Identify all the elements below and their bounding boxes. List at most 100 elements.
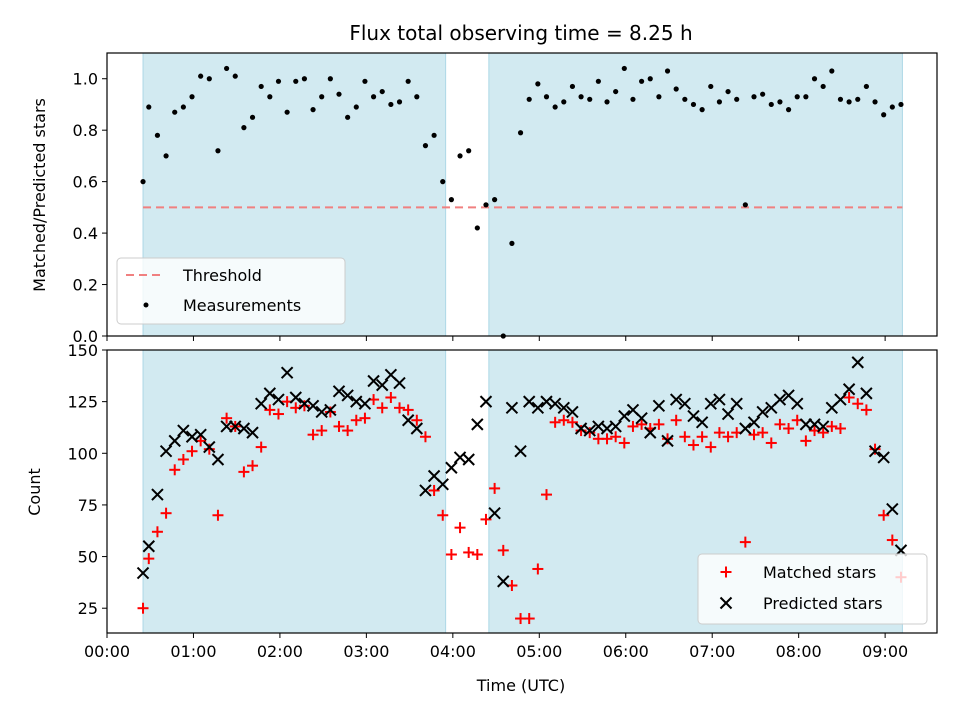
count-y-tick-label-3: 100 <box>67 444 98 463</box>
predicted-point-26 <box>358 397 372 410</box>
measurement-point-33 <box>422 143 429 149</box>
matched-point-87 <box>886 534 898 546</box>
matched-point-22 <box>324 406 336 418</box>
measurement-point-28 <box>379 88 385 95</box>
predicted-point-49 <box>557 401 570 415</box>
predicted-point-81 <box>834 393 847 406</box>
count-x-tick-label-4: 04:00 <box>430 642 476 661</box>
ratio-y-tick-label-1: 0.2 <box>73 276 98 295</box>
measurement-point-84 <box>863 83 869 90</box>
predicted-point-30-b <box>393 376 406 390</box>
measurement-point-14 <box>258 83 264 90</box>
measurement-point-23 <box>336 91 342 97</box>
predicted-point-43 <box>505 401 519 415</box>
predicted-point-1 <box>142 540 155 553</box>
legend-matched-marker <box>720 566 732 578</box>
measurement-point-3 <box>163 153 169 159</box>
measurement-point-68 <box>725 88 731 95</box>
measurement-point-44 <box>517 130 524 136</box>
matched-point-71 <box>748 429 760 441</box>
ratio-y-tick-label-3: 0.6 <box>73 173 98 192</box>
matched-point-42 <box>497 544 509 556</box>
matched-point-62 <box>670 414 682 426</box>
count-y-ticks: 25 50 75 100 125 150 <box>67 341 107 618</box>
measurement-point-55 <box>613 88 619 95</box>
measurement-point-85 <box>872 99 878 105</box>
matched-point-82 <box>843 392 855 404</box>
matched-point-75 <box>783 422 795 434</box>
measurement-point-35 <box>440 179 446 185</box>
predicted-point-38 <box>462 453 475 466</box>
measurement-point-29 <box>388 101 394 108</box>
count-x-tick-label-7: 07:00 <box>689 642 735 661</box>
measurement-point-27 <box>370 94 377 100</box>
measurement-point-25 <box>353 104 359 110</box>
predicted-point-40-b <box>479 395 493 408</box>
ratio-shaded-interval-2 <box>488 52 903 337</box>
matched-point-15 <box>264 404 276 416</box>
count-x-tick-label-0: 00:00 <box>84 642 130 661</box>
predicted-point-17 <box>280 366 294 379</box>
predicted-point-22 <box>324 403 337 417</box>
predicted-point-82-b <box>842 383 856 396</box>
predicted-point-1-b <box>142 540 155 553</box>
predicted-stars-series <box>136 356 908 588</box>
predicted-point-56-b <box>618 409 631 423</box>
predicted-point-56 <box>618 409 631 423</box>
matched-point-83 <box>852 398 864 410</box>
measurement-point-52 <box>587 96 593 102</box>
predicted-point-21-b <box>315 405 328 419</box>
legend-threshold-label: Threshold <box>182 266 262 285</box>
legend-predicted-marker <box>719 596 733 610</box>
matched-point-31 <box>402 404 414 416</box>
matched-point-85 <box>869 443 881 455</box>
predicted-point-18 <box>289 391 302 404</box>
count-legend-box <box>697 553 928 625</box>
x-axis-label: Time (UTC) <box>476 676 565 695</box>
predicted-point-62 <box>669 393 683 406</box>
predicted-point-8-b <box>203 440 216 454</box>
matched-point-74 <box>774 418 786 430</box>
measurement-point-2 <box>154 132 161 138</box>
measurement-point-45 <box>526 96 532 102</box>
predicted-point-54-b <box>600 422 614 435</box>
predicted-point-79-b <box>816 420 830 433</box>
measurement-point-0 <box>140 179 146 185</box>
predicted-point-28-b <box>376 378 389 392</box>
matched-point-77 <box>800 435 812 447</box>
predicted-point-68-b <box>721 407 735 421</box>
predicted-point-23 <box>332 385 346 398</box>
predicted-point-69-b <box>730 397 743 410</box>
measurement-point-10 <box>224 65 230 72</box>
predicted-point-64-b <box>687 409 700 423</box>
legend-measurements-swatch <box>143 302 149 308</box>
measurement-point-39 <box>474 225 480 231</box>
predicted-point-67 <box>713 393 726 406</box>
predicted-point-14-b <box>254 397 268 410</box>
predicted-point-3 <box>159 445 173 458</box>
predicted-point-63-b <box>678 397 692 410</box>
predicted-point-55-b <box>609 420 622 433</box>
measurement-point-17 <box>284 109 290 115</box>
ratio-y-tick-label-0: 0.0 <box>73 327 98 346</box>
count-panel: 25 50 75 100 125 150 00:00 01:00 02:00 03:00 04:0… <box>25 341 938 695</box>
predicted-point-32-b <box>410 422 424 435</box>
predicted-point-41-b <box>488 506 501 520</box>
matched-point-46 <box>532 563 544 575</box>
measurement-point-22 <box>327 76 333 82</box>
predicted-point-28 <box>376 378 389 392</box>
predicted-point-39-b <box>471 418 484 431</box>
predicted-point-55 <box>609 420 622 433</box>
predicted-point-76 <box>791 397 804 410</box>
matched-point-61 <box>662 433 674 445</box>
measurement-point-58 <box>639 78 645 84</box>
count-x-tick-label-2: 02:00 <box>257 642 303 661</box>
predicted-point-86 <box>877 451 890 464</box>
measurement-point-32 <box>414 94 420 100</box>
predicted-point-52 <box>583 424 596 437</box>
measurement-point-64 <box>690 101 697 108</box>
predicted-point-46-b <box>531 401 545 415</box>
matched-point-47 <box>540 489 552 501</box>
measurement-point-77 <box>803 94 809 100</box>
count-x-tick-label-5: 05:00 <box>516 642 562 661</box>
